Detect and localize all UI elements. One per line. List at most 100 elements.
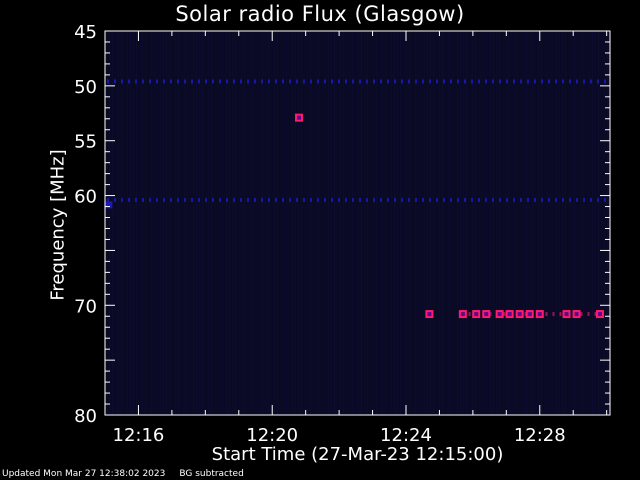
noise-stripe: [286, 32, 287, 414]
noise-stripe: [217, 32, 218, 414]
emission-band-segment: [524, 312, 527, 317]
emission-band-segment: [205, 197, 207, 202]
noise-stripe: [307, 32, 308, 414]
noise-stripe: [529, 32, 530, 414]
emission-band-segment: [471, 79, 473, 84]
noise-stripe: [364, 32, 365, 414]
emission-band-segment: [331, 79, 333, 84]
noise-stripe: [238, 32, 239, 414]
emission-band-segment: [541, 197, 543, 202]
emission-band-segment: [492, 197, 494, 202]
noise-stripe: [487, 32, 488, 414]
emission-band-segment: [212, 79, 214, 84]
noise-stripe: [535, 32, 536, 414]
emission-band-segment: [457, 197, 459, 202]
noise-stripe: [142, 32, 143, 414]
noise-stripe: [415, 32, 416, 414]
emission-band-segment: [590, 79, 592, 84]
noise-stripe: [400, 32, 401, 414]
emission-band-segment: [107, 197, 109, 202]
noise-stripe: [292, 32, 293, 414]
emission-band-segment: [170, 79, 172, 84]
emission-band-segment: [485, 79, 487, 84]
emission-band-segment: [436, 79, 438, 84]
hotspot-core: [517, 312, 522, 317]
y-tick-label: 80: [74, 406, 97, 427]
noise-stripe: [115, 32, 116, 414]
x-tick-label: 12:24: [380, 425, 432, 446]
emission-band-segment: [597, 79, 599, 84]
emission-band-segment: [359, 79, 361, 84]
emission-band-segment: [177, 197, 179, 202]
footer: Updated Mon Mar 27 12:38:02 2023 BG subtr…: [2, 469, 258, 479]
noise-stripe: [514, 32, 515, 414]
emission-band-segment: [128, 197, 130, 202]
hotspot-core: [497, 312, 502, 317]
noise-stripe: [214, 32, 215, 414]
noise-stripe: [412, 32, 413, 414]
emission-band-segment: [534, 197, 536, 202]
emission-band-segment: [387, 79, 389, 84]
emission-band-segment: [436, 197, 438, 202]
noise-stripe: [232, 32, 233, 414]
noise-stripe: [520, 32, 521, 414]
noise-stripe: [370, 32, 371, 414]
noise-stripe: [262, 32, 263, 414]
noise-stripe: [409, 32, 410, 414]
hotspot-core: [460, 312, 465, 317]
emission-band-segment: [324, 79, 326, 84]
emission-band-segment: [373, 197, 375, 202]
noise-stripe: [145, 32, 146, 414]
emission-band-segment: [583, 197, 585, 202]
noise-stripe: [499, 32, 500, 414]
emission-band-segment: [338, 197, 340, 202]
noise-stripe: [199, 32, 200, 414]
emission-band-segment: [548, 197, 550, 202]
noise-stripe: [592, 32, 593, 414]
emission-band-segment: [422, 79, 424, 84]
noise-stripe: [127, 32, 128, 414]
emission-band-segment: [513, 197, 515, 202]
y-tick-label: 45: [74, 22, 97, 43]
emission-band-segment: [149, 197, 151, 202]
noise-stripe: [463, 32, 464, 414]
noise-stripe: [541, 32, 542, 414]
noise-stripe: [451, 32, 452, 414]
emission-band-segment: [527, 197, 529, 202]
emission-band-segment: [261, 79, 263, 84]
emission-band-segment: [163, 197, 165, 202]
noise-stripe: [538, 32, 539, 414]
noise-stripe: [547, 32, 548, 414]
emission-band-segment: [562, 197, 564, 202]
emission-band-segment: [303, 79, 305, 84]
emission-band-segment: [380, 79, 382, 84]
emission-band-segment: [261, 197, 263, 202]
emission-band-segment: [191, 197, 193, 202]
emission-band-segment: [268, 79, 270, 84]
noise-stripe: [277, 32, 278, 414]
emission-band-segment: [520, 79, 522, 84]
emission-band-segment: [254, 79, 256, 84]
noise-stripe: [583, 32, 584, 414]
emission-band-segment: [198, 197, 200, 202]
noise-stripe: [226, 32, 227, 414]
noise-stripe: [202, 32, 203, 414]
noise-stripe: [484, 32, 485, 414]
emission-band-segment: [338, 79, 340, 84]
noise-stripe: [268, 32, 269, 414]
noise-stripe: [511, 32, 512, 414]
emission-band-segment: [184, 79, 186, 84]
emission-band-segment: [471, 197, 473, 202]
emission-band-segment: [534, 79, 536, 84]
noise-stripe: [391, 32, 392, 414]
emission-band-segment: [604, 197, 606, 202]
noise-stripe: [154, 32, 155, 414]
noise-stripe: [313, 32, 314, 414]
emission-band-segment: [443, 197, 445, 202]
noise-stripe: [454, 32, 455, 414]
noise-stripe: [418, 32, 419, 414]
noise-stripe: [577, 32, 578, 414]
noise-stripe: [358, 32, 359, 414]
noise-stripe: [568, 32, 569, 414]
emission-band-segment: [198, 79, 200, 84]
